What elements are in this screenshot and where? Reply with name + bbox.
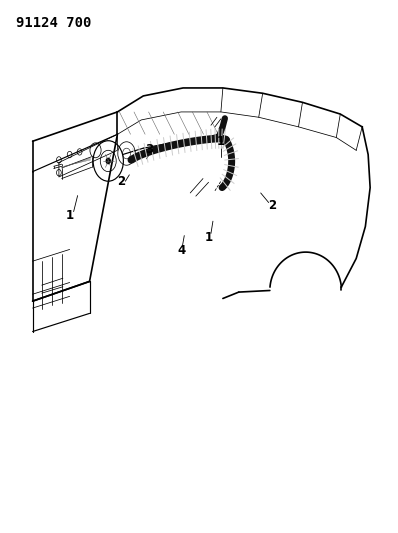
Circle shape [106, 158, 110, 164]
Text: 1: 1 [205, 231, 213, 244]
Text: 2: 2 [117, 175, 125, 188]
Text: 2: 2 [269, 199, 277, 212]
Text: 1: 1 [66, 209, 74, 222]
Text: 3: 3 [145, 143, 153, 156]
Text: 91124 700: 91124 700 [16, 16, 91, 30]
Text: 1: 1 [217, 135, 225, 148]
Text: 4: 4 [177, 244, 185, 257]
